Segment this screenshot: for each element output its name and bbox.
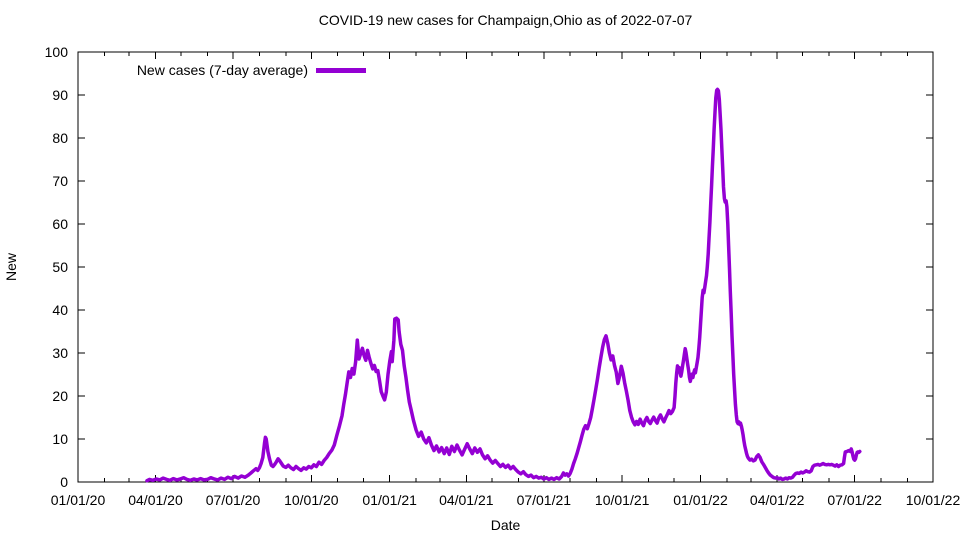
y-tick-label: 30 — [52, 345, 68, 361]
y-tick-label: 10 — [52, 431, 68, 447]
x-tick-label: 04/01/20 — [128, 492, 183, 508]
x-tick-label: 04/01/22 — [750, 492, 805, 508]
y-tick-label: 20 — [52, 388, 68, 404]
x-tick-label: 10/01/22 — [906, 492, 960, 508]
y-tick-label: 60 — [52, 216, 68, 232]
y-tick-label: 0 — [60, 474, 68, 490]
x-tick-label: 07/01/20 — [206, 492, 261, 508]
y-tick-label: 80 — [52, 130, 68, 146]
plot-border — [77, 51, 934, 483]
data-series-line — [145, 87, 862, 483]
x-tick-label: 10/01/20 — [284, 492, 339, 508]
y-tick-label: 90 — [52, 87, 68, 103]
y-tick-label: 40 — [52, 302, 68, 318]
y-axis-title: New — [3, 252, 19, 281]
x-tick-label: 07/01/22 — [827, 492, 882, 508]
y-tick-label: 100 — [45, 44, 69, 60]
x-axis-title: Date — [491, 517, 521, 533]
y-tick-label: 70 — [52, 173, 68, 189]
legend-label: New cases (7-day average) — [136, 62, 308, 78]
x-tick-label: 01/01/20 — [51, 492, 106, 508]
x-tick-label: 01/01/22 — [673, 492, 728, 508]
x-tick-label: 10/01/21 — [595, 492, 650, 508]
legend-line-sample — [316, 67, 366, 73]
legend: New cases (7-day average) — [0, 61, 366, 79]
x-tick-label: 01/01/21 — [362, 492, 417, 508]
x-tick-label: 07/01/21 — [517, 492, 572, 508]
y-tick-label: 50 — [52, 259, 68, 275]
x-tick-label: 04/01/21 — [439, 492, 494, 508]
chart-title: COVID-19 new cases for Champaign,Ohio as… — [318, 12, 693, 28]
